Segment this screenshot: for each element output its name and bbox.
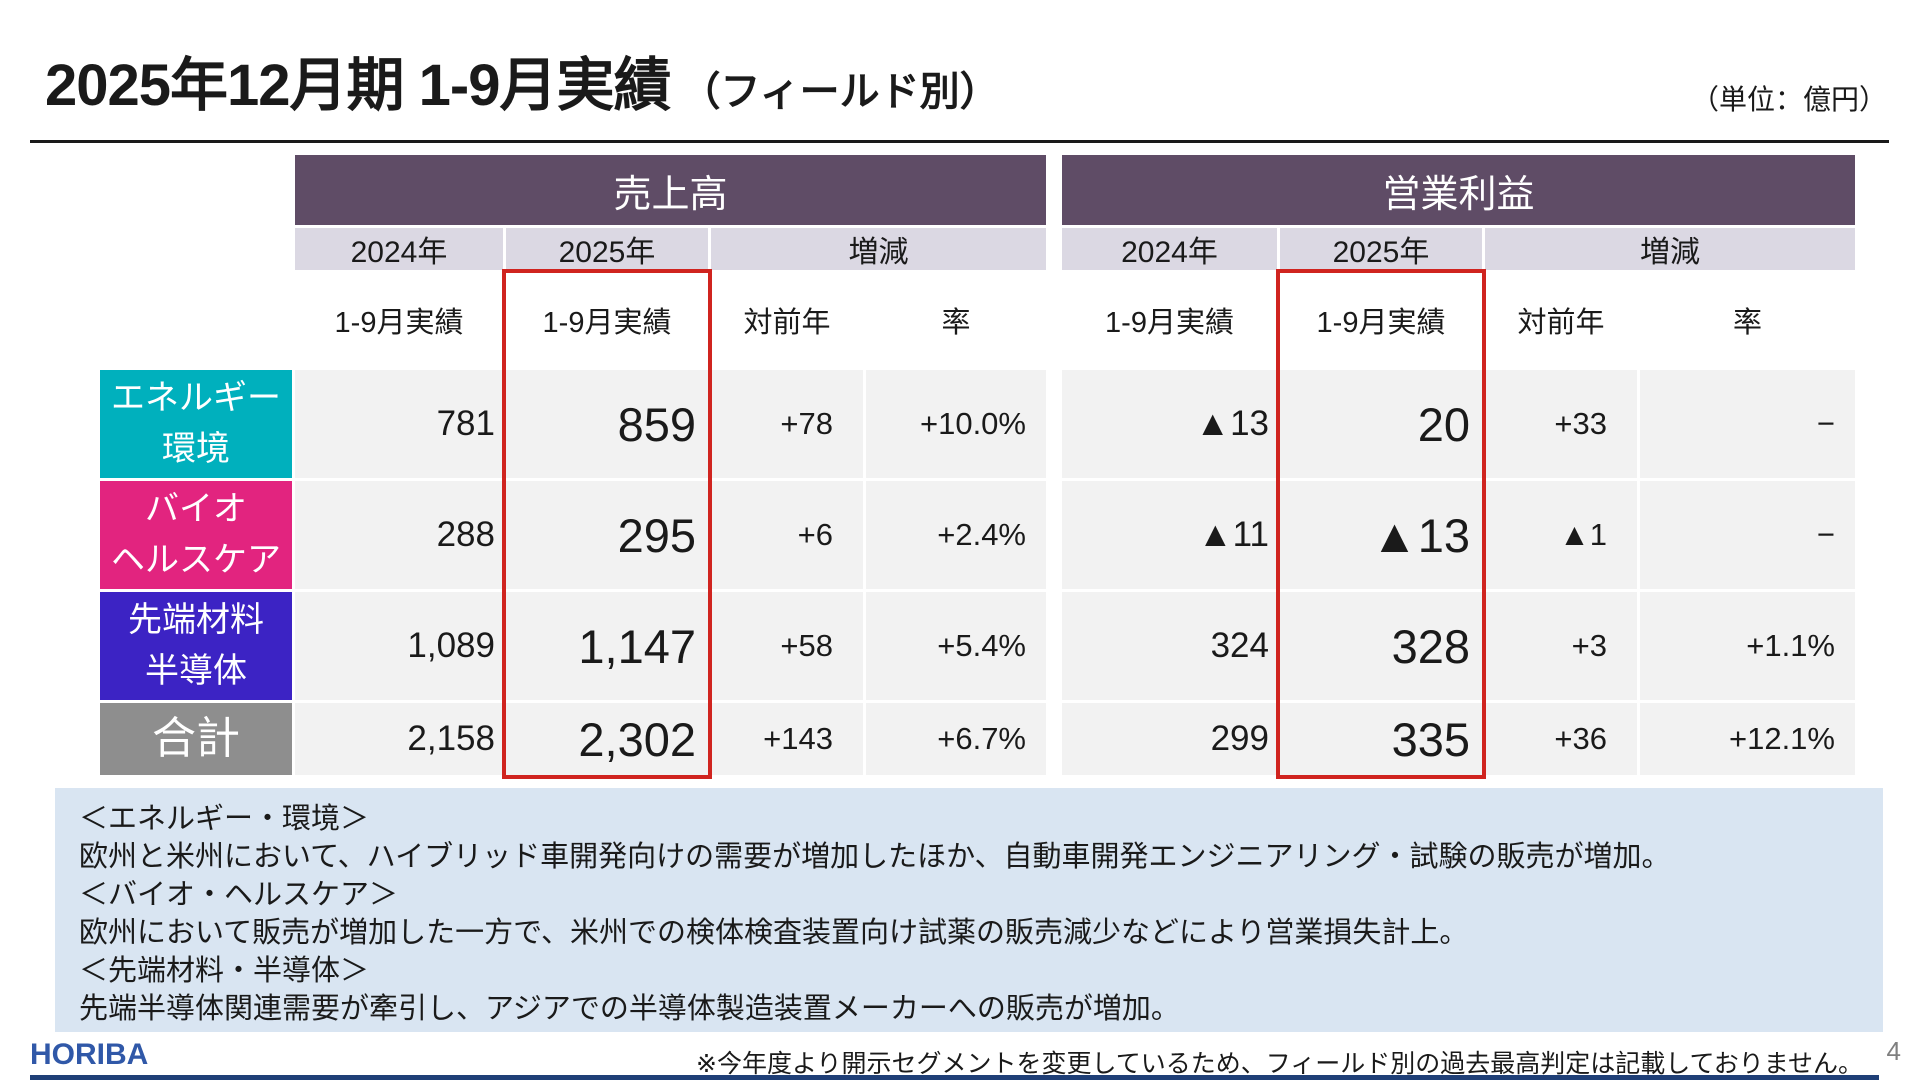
sales-2025-header: 2025年 (506, 228, 708, 270)
profit-yoy-value: +3 (1485, 592, 1637, 700)
segment-notes-box: ＜エネルギー・環境＞ 欧州と米州において、ハイブリッド車開発向けの需要が増加した… (55, 788, 1883, 1032)
profit-2024-value: ▲13 (1062, 370, 1277, 478)
section-header-sales: 売上高 (295, 155, 1046, 225)
results-table-wrap: 売上高 営業利益 2024年 2025年 増減 2024年 2025年 増減 1… (100, 155, 1855, 779)
profit-rate-value: +12.1% (1640, 703, 1855, 775)
profit-2024-value: 324 (1062, 592, 1277, 700)
page-number: 4 (1886, 1036, 1901, 1066)
sales-2025-sub-header: 1-9月実績 (506, 273, 708, 367)
bottom-accent-bar (30, 1075, 1879, 1080)
footer-disclaimer: ※今年度より開示セグメントを変更しているため、フィールド別の過去最高判定は記載し… (696, 1050, 1863, 1078)
note-line: ＜エネルギー・環境＞ (79, 803, 370, 835)
profit-yoy-value: +36 (1485, 703, 1637, 775)
profit-rate-value: − (1640, 481, 1855, 589)
profit-yoy-value: +33 (1485, 370, 1637, 478)
note-line: 欧州において販売が増加した一方で、米州での検体検査装置向け試薬の販売減少などによ… (79, 917, 1469, 949)
results-table: 売上高 営業利益 2024年 2025年 増減 2024年 2025年 増減 1… (100, 155, 1855, 775)
profit-rate-sub-header: 率 (1640, 273, 1855, 367)
profit-2025-header: 2025年 (1280, 228, 1482, 270)
sales-yoy-value: +143 (711, 703, 863, 775)
sales-rate-sub-header: 率 (866, 273, 1046, 367)
profit-2025-value: 20 (1280, 370, 1482, 478)
sales-2024-sub-header: 1-9月実績 (295, 273, 503, 367)
sales-2024-value: 2,158 (295, 703, 503, 775)
row-label-energy-environment: エネルギー 環境 (100, 370, 292, 478)
profit-2024-header: 2024年 (1062, 228, 1277, 270)
sales-2024-value: 781 (295, 370, 503, 478)
sales-2025-value: 859 (506, 370, 708, 478)
profit-yoy-sub-header: 対前年 (1485, 273, 1637, 367)
row-label-total: 合計 (100, 703, 292, 775)
sales-yoy-value: +78 (711, 370, 863, 478)
sales-change-header: 増減 (711, 228, 1046, 270)
sales-yoy-value: +58 (711, 592, 863, 700)
profit-2024-value: 299 (1062, 703, 1277, 775)
profit-2025-value: 328 (1280, 592, 1482, 700)
sales-2024-header: 2024年 (295, 228, 503, 270)
note-line: 先端半導体関連需要が牽引し、アジアでの半導体製造装置メーカーへの販売が増加。 (79, 993, 1180, 1025)
horiba-logo: HORIBA (30, 1038, 149, 1071)
profit-rate-value: − (1640, 370, 1855, 478)
sales-rate-value: +10.0% (866, 370, 1046, 478)
sales-2025-value: 2,302 (506, 703, 708, 775)
highlight-box-profit-2025 (1276, 269, 1486, 779)
title-divider (30, 140, 1889, 143)
title-main: 2025年12月期 1-9月実績 (45, 53, 671, 118)
profit-2024-sub-header: 1-9月実績 (1062, 273, 1277, 367)
unit-label: （単位：億円） (1690, 84, 1887, 115)
sales-2025-value: 295 (506, 481, 708, 589)
highlight-box-sales-2025 (502, 269, 712, 779)
profit-2025-value: ▲13 (1280, 481, 1482, 589)
sales-rate-value: +6.7% (866, 703, 1046, 775)
profit-2025-value: 335 (1280, 703, 1482, 775)
sales-yoy-sub-header: 対前年 (711, 273, 863, 367)
profit-rate-value: +1.1% (1640, 592, 1855, 700)
profit-2024-value: ▲11 (1062, 481, 1277, 589)
profit-2025-sub-header: 1-9月実績 (1280, 273, 1482, 367)
sales-2024-value: 288 (295, 481, 503, 589)
section-header-profit: 営業利益 (1062, 155, 1855, 225)
sales-2024-value: 1,089 (295, 592, 503, 700)
note-line: ＜バイオ・ヘルスケア＞ (79, 879, 399, 911)
sales-rate-value: +5.4% (866, 592, 1046, 700)
sales-rate-value: +2.4% (866, 481, 1046, 589)
profit-change-header: 増減 (1485, 228, 1855, 270)
row-label-materials-semiconductor: 先端材料 半導体 (100, 592, 292, 700)
page-title: 2025年12月期 1-9月実績 （フィールド別） (45, 38, 1000, 122)
sales-yoy-value: +6 (711, 481, 863, 589)
title-suffix: （フィールド別） (680, 70, 1000, 114)
sales-2025-value: 1,147 (506, 592, 708, 700)
note-line: 欧州と米州において、ハイブリッド車開発向けの需要が増加したほか、自動車開発エンジ… (79, 841, 1671, 873)
note-line: ＜先端材料・半導体＞ (79, 955, 370, 987)
profit-yoy-value: ▲1 (1485, 481, 1637, 589)
row-label-bio-healthcare: バイオ ヘルスケア (100, 481, 292, 589)
